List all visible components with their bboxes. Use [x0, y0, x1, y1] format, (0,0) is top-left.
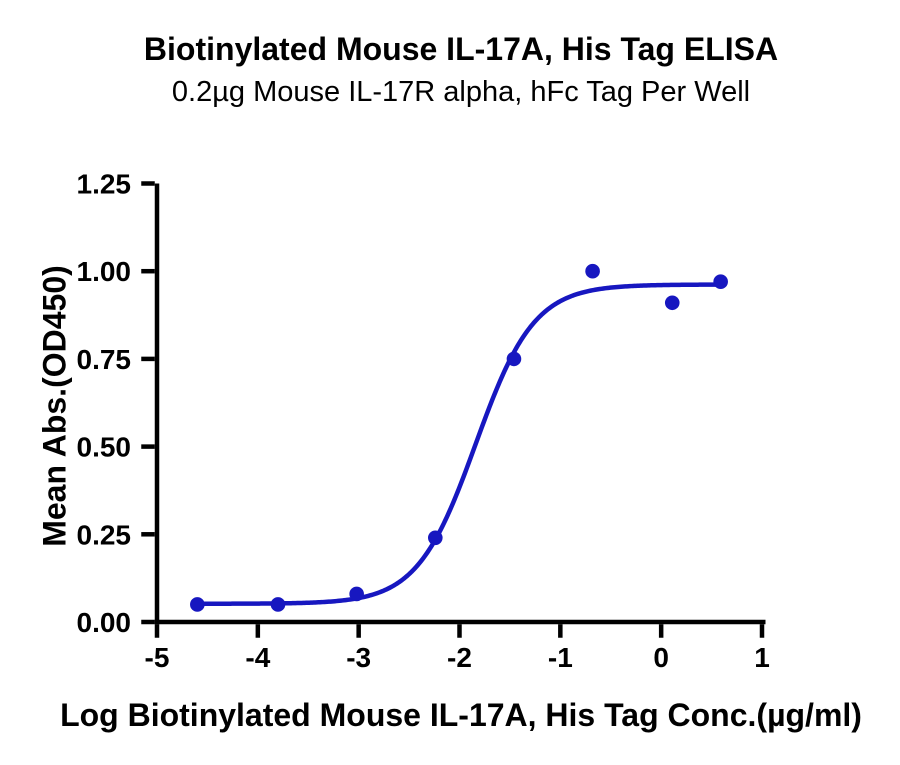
y-tick-label: 0.50 [77, 432, 132, 463]
x-tick-label: -1 [548, 642, 573, 673]
y-tick-label: 0.25 [77, 519, 132, 550]
axes [154, 183, 766, 625]
data-point [585, 263, 600, 279]
x-tick-label: 1 [754, 642, 770, 673]
y-tick-label: 0.75 [77, 344, 132, 375]
x-tick-label: -5 [145, 642, 170, 673]
x-tick-label: -4 [245, 642, 270, 673]
data-point [270, 597, 286, 612]
y-tick-label: 1.25 [77, 169, 132, 200]
x-tick-label: -2 [447, 642, 472, 673]
data-point [349, 586, 364, 602]
data-point [506, 351, 522, 367]
chart-subtitle: 0.2µg Mouse IL-17R alpha, hFc Tag Per We… [171, 76, 751, 108]
fit-curve [195, 282, 723, 606]
sigmoid-curve [195, 282, 723, 606]
x-axis-label: Log Biotinylated Mouse IL-17A, His Tag C… [60, 697, 862, 733]
y-tick-label: 1.00 [77, 256, 132, 287]
data-point [664, 295, 680, 311]
x-tick-label: -3 [346, 642, 371, 673]
data-point [190, 597, 205, 612]
data-point [428, 530, 443, 546]
y-tick-label: 0.00 [77, 607, 132, 638]
x-tick-label: 0 [653, 642, 669, 673]
data-points [190, 263, 728, 612]
y-axis-ticks: 0.00 0.25 0.50 0.75 1.00 1.25 [77, 169, 155, 638]
x-axis-ticks: -5 -4 -3 -2 -1 0 1 [145, 624, 770, 673]
data-point [713, 274, 728, 290]
chart-title: Biotinylated Mouse IL-17A, His Tag ELISA [143, 31, 779, 67]
